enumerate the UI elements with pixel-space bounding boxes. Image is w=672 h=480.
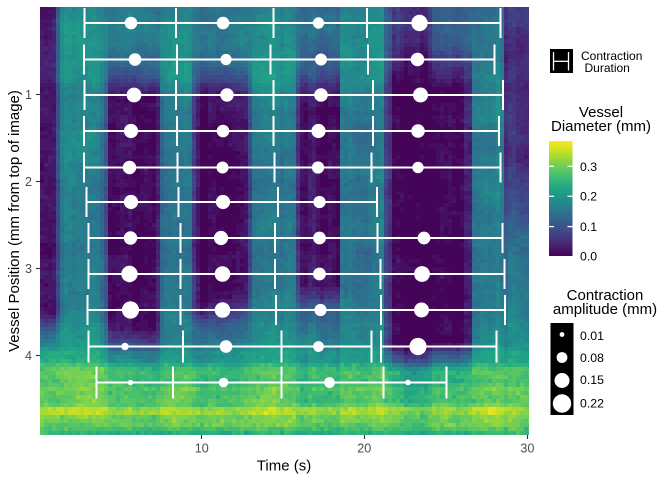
svg-text:Vessel Position (mm from top o: Vessel Position (mm from top of image) bbox=[6, 90, 23, 352]
svg-text:30: 30 bbox=[520, 442, 534, 456]
svg-text:Vessel: Vessel bbox=[579, 104, 623, 121]
svg-text:0.08: 0.08 bbox=[580, 351, 604, 365]
svg-text:10: 10 bbox=[195, 442, 209, 456]
svg-text:3: 3 bbox=[25, 262, 32, 276]
svg-text:Contraction: Contraction bbox=[581, 49, 642, 63]
svg-text:0.1: 0.1 bbox=[580, 220, 597, 234]
svg-text:0.01: 0.01 bbox=[580, 329, 604, 343]
svg-text:0.2: 0.2 bbox=[580, 190, 597, 204]
svg-text:0.3: 0.3 bbox=[580, 160, 597, 174]
svg-text:0.15: 0.15 bbox=[580, 373, 604, 387]
svg-text:Diameter (mm): Diameter (mm) bbox=[551, 118, 651, 135]
svg-text:0.0: 0.0 bbox=[580, 250, 597, 264]
svg-text:4: 4 bbox=[25, 349, 32, 363]
svg-text:20: 20 bbox=[357, 442, 371, 456]
svg-text:Duration: Duration bbox=[585, 61, 630, 75]
svg-text:amplitude (mm): amplitude (mm) bbox=[553, 301, 657, 318]
svg-text:Time (s): Time (s) bbox=[257, 458, 311, 475]
svg-text:Contraction: Contraction bbox=[567, 287, 644, 304]
svg-text:0.22: 0.22 bbox=[580, 397, 604, 411]
svg-text:1: 1 bbox=[25, 88, 32, 102]
svg-text:2: 2 bbox=[25, 175, 32, 189]
